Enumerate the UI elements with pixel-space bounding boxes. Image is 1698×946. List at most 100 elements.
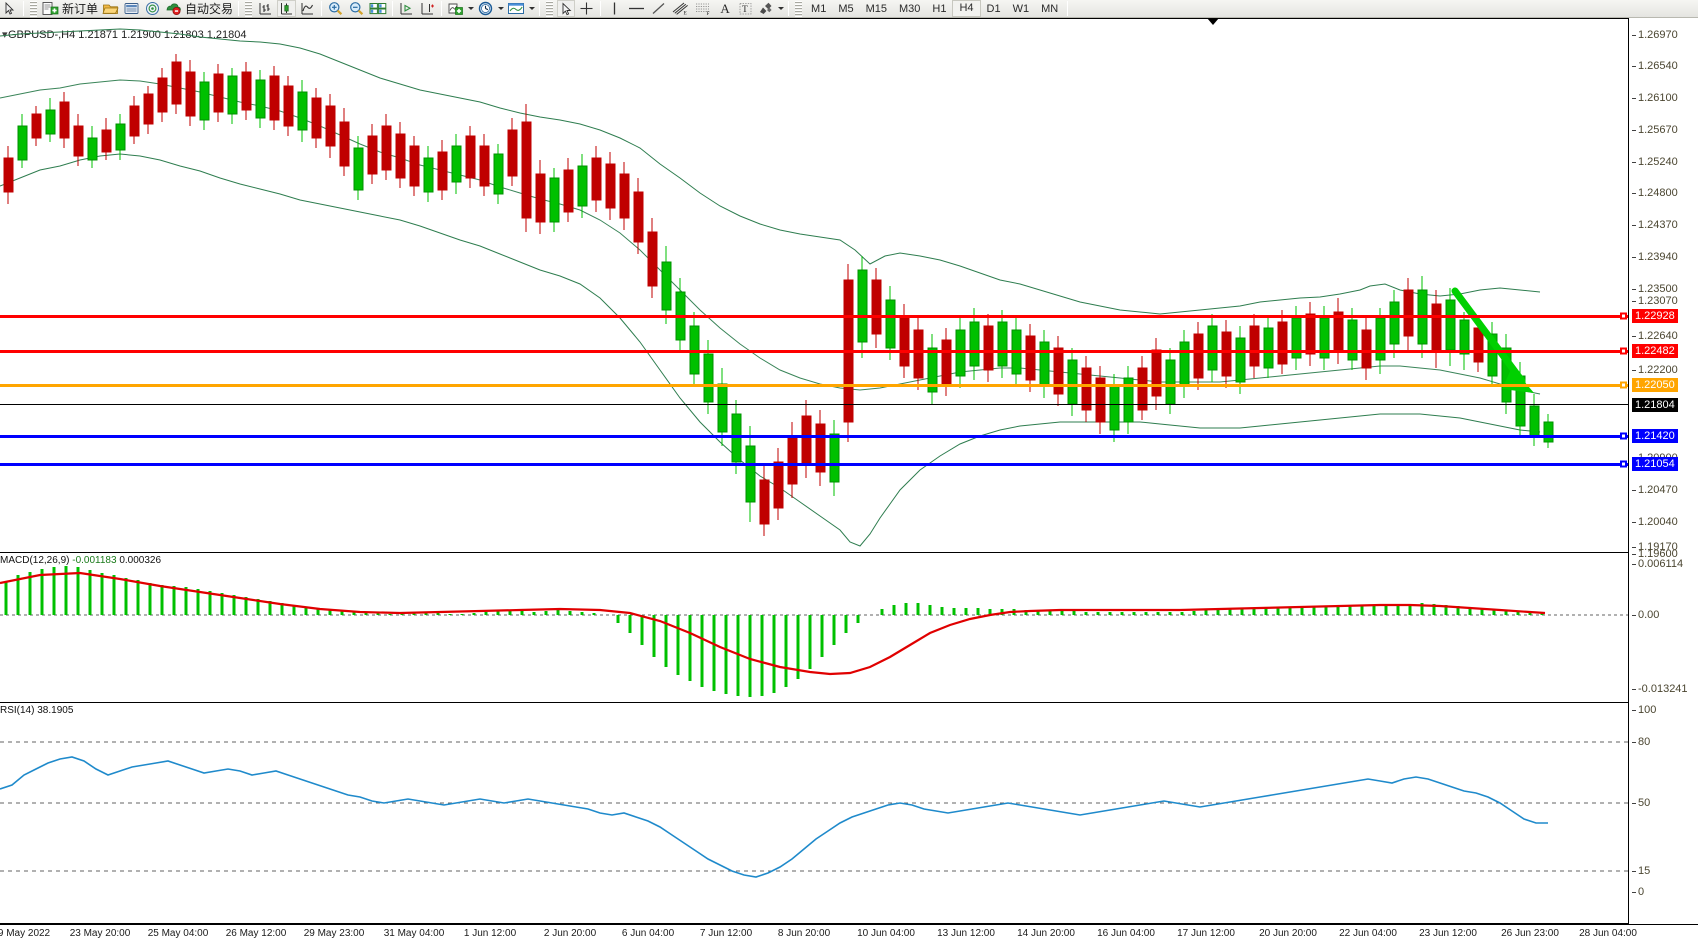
toolbar-grip[interactable] — [795, 0, 803, 17]
navigator-icon[interactable] — [143, 0, 162, 17]
zoom-out-icon[interactable] — [347, 0, 366, 17]
auto-trading-label[interactable]: 自动交易 — [185, 1, 234, 16]
time-tick: 26 Jun 23:00 — [1501, 928, 1559, 939]
cursor-arrow-icon[interactable] — [557, 0, 576, 17]
time-tick: 9 May 2022 — [0, 928, 51, 939]
price-tick: 1.26100 — [1632, 92, 1678, 104]
new-order-label[interactable]: 新订单 — [62, 1, 99, 16]
data-window-icon[interactable] — [122, 0, 141, 17]
resistance-handle-1[interactable] — [1620, 312, 1627, 320]
current-price-badge: 1.21804 — [1632, 398, 1678, 412]
pivot-price-badge[interactable]: 1.22050 — [1632, 378, 1678, 392]
toolbar-divider — [23, 1, 24, 16]
timeframe-h4[interactable]: H4 — [952, 0, 981, 17]
time-tick: 17 Jun 12:00 — [1177, 928, 1235, 939]
rsi-tick: 0 — [1631, 886, 1645, 898]
toolbar-divider — [392, 1, 394, 16]
resistance-line-2[interactable] — [0, 350, 1628, 353]
symbol-bullet-icon: ▾ — [2, 29, 8, 41]
current-price-line — [0, 404, 1628, 405]
time-tick: 29 May 23:00 — [303, 928, 365, 939]
toolbar-grip[interactable] — [30, 0, 37, 17]
toolbar-grip[interactable] — [546, 0, 554, 17]
pivot-line[interactable] — [0, 384, 1628, 387]
fibonacci-icon[interactable]: F — [693, 0, 714, 17]
support-handle-2[interactable] — [1620, 460, 1627, 468]
price-tick: 1.22640 — [1632, 330, 1678, 342]
timeframe-h1[interactable]: H1 — [932, 2, 947, 15]
timeframe-m5[interactable]: M5 — [838, 2, 854, 15]
folder-icon[interactable] — [101, 0, 120, 17]
price-tick: 1.19600 — [1632, 548, 1678, 560]
time-tick: 8 Jun 20:00 — [777, 928, 831, 939]
time-tick: 6 Jun 04:00 — [621, 928, 675, 939]
trendline-icon[interactable] — [649, 0, 668, 17]
price-plot-area[interactable]: ▾GBPUSD-,H4 1.21871 1.21900 1.21803 1.21… — [0, 18, 1629, 924]
clock-icon[interactable] — [476, 0, 495, 17]
resistance-line-1[interactable] — [0, 315, 1628, 318]
resistance-handle-2[interactable] — [1620, 347, 1627, 355]
time-tick: 14 Jun 20:00 — [1017, 928, 1075, 939]
new-order-icon[interactable] — [41, 0, 60, 17]
candlestick-icon[interactable] — [277, 0, 297, 17]
timeframe-m1[interactable]: M1 — [811, 2, 827, 15]
indicators-icon[interactable] — [446, 0, 465, 17]
line-chart-icon[interactable] — [298, 0, 317, 17]
rsi-tick: 80 — [1631, 736, 1651, 748]
resistance-price-badge-2[interactable]: 1.22482 — [1632, 344, 1678, 358]
time-tick: 25 May 04:00 — [147, 928, 209, 939]
toolbar-divider — [238, 1, 240, 16]
bollinger-lower-band — [0, 153, 1541, 547]
templates-dropdown-arrow[interactable] — [527, 1, 536, 17]
vertical-line-icon[interactable] — [605, 0, 624, 17]
timeframe-w1[interactable]: W1 — [1012, 2, 1030, 15]
support-price-badge-1[interactable]: 1.21420 — [1632, 429, 1678, 443]
indicators-dropdown-arrow[interactable] — [466, 1, 475, 17]
timeframe-mn[interactable]: MN — [1041, 2, 1059, 15]
pivot-handle[interactable] — [1620, 381, 1627, 389]
price-axis[interactable]: 1.26970 1.26540 1.26100 1.25670 1.25240 … — [1630, 18, 1698, 924]
time-tick: 23 Jun 12:00 — [1419, 928, 1477, 939]
chart-shift-icon[interactable] — [418, 0, 437, 17]
objects-icon[interactable] — [756, 0, 775, 17]
rsi-tick: 100 — [1631, 704, 1657, 716]
toolbar-grip[interactable] — [245, 0, 253, 17]
time-axis[interactable]: 9 May 2022 23 May 20:00 25 May 04:00 26 … — [0, 924, 1698, 946]
toolbar-divider — [539, 1, 541, 16]
crosshair-icon[interactable] — [577, 0, 596, 17]
rsi-tick: 50 — [1631, 797, 1651, 809]
time-tick: 31 May 04:00 — [383, 928, 445, 939]
macd-tick: 0.00 — [1631, 609, 1660, 621]
toolbar-divider — [441, 1, 443, 16]
chart-window[interactable]: ▾GBPUSD-,H4 1.21871 1.21900 1.21803 1.21… — [0, 18, 1698, 946]
horizontal-line-icon[interactable] — [626, 0, 647, 17]
auto-trading-icon[interactable] — [164, 0, 183, 17]
price-tick: 1.26970 — [1632, 29, 1678, 41]
price-chart-svg — [0, 28, 1554, 547]
periods-dropdown-arrow[interactable] — [496, 1, 505, 17]
support-price-badge-2[interactable]: 1.21054 — [1632, 457, 1678, 471]
cursor-partial-icon[interactable] — [1, 0, 19, 17]
svg-text:F: F — [707, 11, 710, 16]
resistance-price-badge-1[interactable]: 1.22928 — [1632, 309, 1678, 323]
text-label-icon[interactable]: T — [736, 0, 754, 17]
timeframe-m30[interactable]: M30 — [899, 2, 921, 15]
text-icon[interactable]: A — [720, 0, 730, 16]
equidistant-channel-icon[interactable]: E — [670, 0, 691, 17]
price-tick: 1.25240 — [1632, 156, 1678, 168]
objects-dropdown-arrow[interactable] — [776, 1, 785, 17]
support-line-2[interactable] — [0, 463, 1628, 466]
tile-windows-icon[interactable] — [368, 0, 388, 17]
bar-chart-icon[interactable] — [256, 0, 275, 17]
support-handle-1[interactable] — [1620, 432, 1627, 440]
auto-scroll-icon[interactable] — [397, 0, 416, 17]
macd-tick: -0.013241 — [1632, 683, 1688, 695]
support-line-1[interactable] — [0, 435, 1628, 438]
timeframe-d1[interactable]: D1 — [986, 2, 1001, 15]
time-tick: 7 Jun 12:00 — [699, 928, 753, 939]
timeframe-m15[interactable]: M15 — [865, 2, 887, 15]
zoom-in-icon[interactable] — [326, 0, 345, 17]
templates-icon[interactable] — [506, 0, 526, 17]
price-tick: 1.23500 — [1632, 283, 1678, 295]
rsi-chart-svg — [0, 741, 1628, 878]
